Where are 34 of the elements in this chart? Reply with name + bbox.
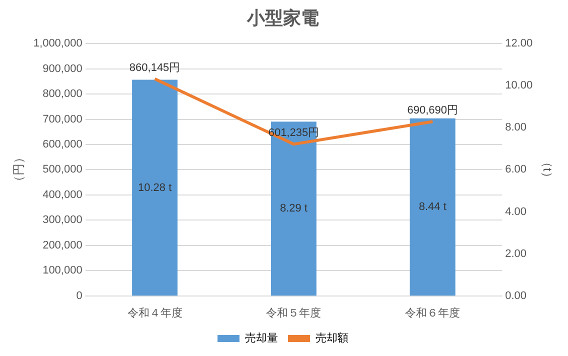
data-label: 690,690円 (407, 104, 458, 117)
chart-title: 小型家電 (246, 8, 319, 28)
data-label: 860,145円 (129, 62, 180, 74)
y-axis-title: （円） (12, 152, 26, 188)
y2-tick-label: 8.00 (505, 122, 526, 134)
y-tick-label: 600,000 (42, 138, 82, 151)
y2-axis-title: （t） (540, 156, 554, 184)
legend-label: 売却量 (245, 332, 278, 345)
y2-tick-label: 10.00 (505, 80, 533, 92)
y-tick-label: 400,000 (42, 188, 82, 201)
y-tick-label: 200,000 (42, 239, 82, 252)
y-tick-label: 300,000 (42, 214, 82, 226)
y-tick-label: 0 (76, 290, 82, 302)
x-tick-label: 令和６年度 (405, 306, 460, 320)
bar (132, 80, 178, 296)
data-label: 8.44 t (418, 201, 446, 214)
y-tick-label: 500,000 (42, 164, 82, 176)
y-tick-label: 1,000,000 (33, 38, 82, 50)
data-label: 10.28 t (138, 182, 172, 194)
x-tick-label: 令和５年度 (266, 306, 322, 320)
y2-tick-label: 2.00 (505, 248, 526, 260)
y-tick-label: 800,000 (42, 88, 82, 100)
data-label: 8.29 t (280, 202, 308, 215)
y2-tick-label: 6.00 (505, 164, 526, 176)
bar (410, 118, 456, 296)
y-tick-label: 700,000 (42, 113, 82, 126)
bar (270, 122, 316, 296)
y2-tick-label: 0.00 (505, 290, 526, 302)
y2-tick-label: 12.00 (505, 38, 533, 50)
y2-tick-label: 4.00 (505, 206, 526, 218)
y-tick-label: 900,000 (42, 62, 82, 75)
legend-label: 売却額 (316, 332, 348, 345)
y-tick-label: 100,000 (42, 264, 82, 277)
x-tick-label: 令和４年度 (127, 306, 182, 320)
